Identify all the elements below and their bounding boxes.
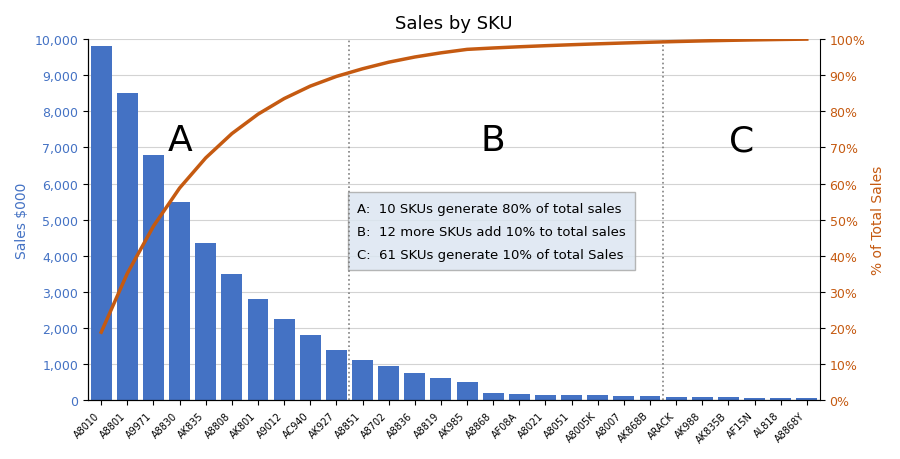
Bar [352, 361, 373, 400]
Bar [692, 397, 713, 400]
Bar [169, 202, 190, 400]
Bar [614, 396, 634, 400]
Y-axis label: % of Total Sales: % of Total Sales [871, 166, 885, 274]
Bar [274, 319, 294, 400]
Bar [744, 398, 765, 400]
Bar [456, 382, 478, 400]
Text: A:  10 SKUs generate 80% of total sales
B:  12 more SKUs add 10% to total sales
: A: 10 SKUs generate 80% of total sales B… [357, 202, 626, 261]
Title: Sales by SKU: Sales by SKU [395, 15, 513, 33]
Bar [117, 94, 138, 400]
Bar [221, 274, 242, 400]
Bar [508, 394, 530, 400]
Bar [535, 395, 556, 400]
Bar [248, 299, 268, 400]
Bar [770, 398, 791, 400]
Text: B: B [481, 124, 506, 158]
Text: C: C [729, 124, 754, 158]
Bar [326, 350, 346, 400]
Bar [561, 395, 582, 400]
Bar [430, 379, 452, 400]
Bar [640, 396, 661, 400]
Text: A: A [167, 124, 192, 158]
Bar [796, 398, 817, 400]
Bar [378, 366, 399, 400]
Bar [666, 397, 687, 400]
Y-axis label: Sales $000: Sales $000 [15, 182, 29, 258]
Bar [404, 373, 426, 400]
Bar [300, 336, 320, 400]
Bar [195, 244, 216, 400]
Bar [143, 155, 164, 400]
Bar [588, 396, 608, 400]
Bar [91, 47, 112, 400]
Bar [482, 393, 504, 400]
Bar [718, 397, 739, 400]
